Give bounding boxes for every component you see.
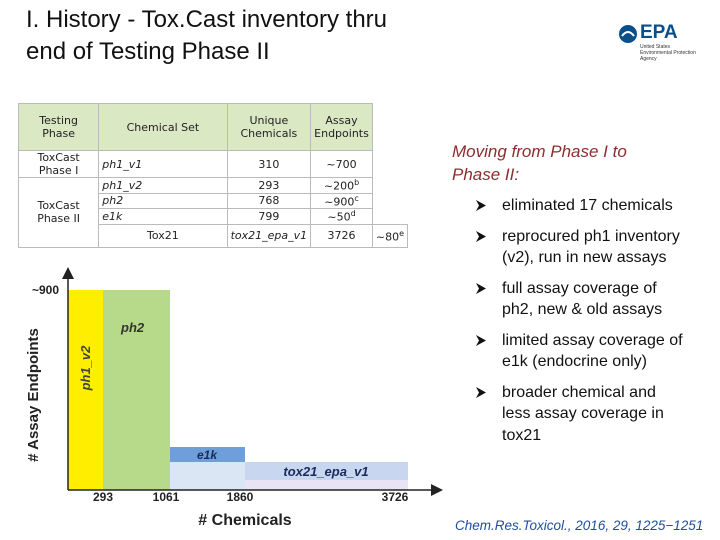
table: Testing Phase Chemical Set Unique Chemic…: [17, 103, 409, 248]
endpoints-cell: ~700: [310, 150, 373, 178]
bullet-line: less assay coverage in: [502, 405, 664, 422]
phase-cell: Tox21: [98, 223, 228, 248]
bullet-line: (v2), run in new assays: [502, 249, 667, 266]
chemicals-cell: 293: [226, 177, 312, 194]
table-wrap: Testing Phase Chemical Set Unique Chemic…: [17, 103, 409, 248]
endpoints-cell: ~50d: [310, 208, 373, 225]
bullet-line: e1k (endocrine only): [502, 353, 647, 370]
phase-cell: ToxCast Phase II: [17, 177, 100, 248]
endpoints-cell: ~900c: [310, 192, 373, 210]
x-axis-label: # Chemicals: [198, 512, 291, 529]
region-label: tox21_epa_v1: [283, 464, 368, 479]
citation: Chem.Res.Toxicol., 2016, 29, 1225−1251: [455, 518, 704, 533]
bullet-item: limited assay coverage of e1k (endocrine …: [452, 330, 720, 373]
title: I. History - Tox.Cast inventory thru end…: [26, 4, 387, 68]
chemicals-cell: 768: [226, 192, 312, 210]
chemicals-cell: 310: [226, 150, 312, 178]
x-mark: 3726: [382, 490, 409, 504]
x-mark: 1860: [227, 490, 254, 504]
table-row: ph2 768 ~900c: [19, 192, 408, 210]
logo-agency: United States Environmental Protection A…: [640, 44, 696, 62]
endpoints-cell: ~200b: [310, 177, 373, 194]
chemicals-cell: 799: [226, 208, 312, 225]
bullet-list: eliminated 17 chemicals reprocured ph1 in…: [452, 195, 720, 446]
x-mark: 293: [93, 490, 113, 504]
bullet-line: limited assay coverage of: [502, 331, 683, 349]
bullet-line: reprocured ph1 inventory: [502, 227, 680, 245]
bullet-arrow: [476, 386, 486, 398]
bullet-arrow: [476, 282, 486, 294]
set-cell: ph1_v2: [98, 177, 228, 194]
endpoints-value: ~900: [324, 195, 355, 209]
title-line: end of Testing Phase II: [26, 38, 270, 65]
bullet-line: broader chemical and: [502, 383, 656, 401]
endpoints-value: ~200: [323, 179, 355, 193]
region-label: e1k: [197, 448, 218, 462]
col-header: Testing Phase: [17, 103, 100, 151]
bullet-item: full assay coverage of ph2, new & old ass…: [452, 278, 720, 321]
bullet-arrow: [476, 334, 486, 346]
bullet-item: reprocured ph1 inventory (v2), run in new…: [452, 226, 720, 269]
diagram: # Assay Endpoints ~900 ph1_v2 ph2 e1k to…: [25, 267, 443, 529]
col-header: Chemical Set: [98, 103, 228, 151]
endpoints-cell: ~80e: [371, 223, 409, 248]
y-mark: ~900: [32, 283, 59, 297]
x-mark: 1061: [153, 490, 180, 504]
bullet-heading: Moving from Phase I to Phase II:: [452, 140, 720, 186]
table-row: ToxCast Phase II ph1_v2 293 ~200b: [17, 177, 408, 248]
bullet-item: broader chemical and less assay coverage …: [452, 382, 720, 447]
bullet-arrow: [476, 200, 486, 211]
region-label: ph2: [120, 320, 145, 335]
region-ph1-v2: [68, 290, 103, 490]
bullet-line: ph2, new & old assays: [502, 301, 663, 318]
endpoints-value: ~50: [327, 210, 351, 224]
set-cell: e1k: [98, 208, 228, 225]
header-row: Testing Phase Chemical Set Unique Chemic…: [17, 103, 408, 151]
logo-icon: [619, 25, 637, 43]
chemicals-cell: 3726: [310, 223, 373, 248]
bullet-panel: Moving from Phase I to Phase II: elimina…: [452, 140, 720, 446]
y-axis-label: # Assay Endpoints: [25, 328, 42, 462]
bullet-line: tox21: [502, 426, 542, 444]
logo-acronym: EPA: [640, 22, 678, 43]
label-box-tox21: [245, 462, 408, 480]
region-label: ph1_v2: [78, 345, 93, 392]
bullet-item: eliminated 17 chemicals: [452, 195, 720, 217]
bullet-line: eliminated 17 chemicals: [502, 197, 673, 214]
set-cell: tox21_epa_v1: [226, 223, 312, 248]
endpoints-value: ~80: [375, 230, 400, 244]
set-cell: ph2: [98, 192, 228, 210]
endpoints-note: e: [399, 228, 404, 238]
table-row: e1k 799 ~50d: [19, 208, 408, 225]
heading-line: Phase II:: [452, 165, 520, 184]
logo-line: United States: [640, 44, 671, 50]
set-cell: ph1_v1: [98, 150, 228, 178]
heading-line: Moving from Phase I to: [452, 142, 627, 161]
region-ph2: [103, 290, 170, 490]
table-row: Tox21 tox21_epa_v1 3726 ~80e: [19, 223, 409, 248]
endpoints-note: d: [350, 209, 356, 219]
col-header: Unique Chemicals: [226, 103, 312, 151]
bullet-line: full assay coverage of: [502, 279, 657, 297]
label-box-e1k: [170, 447, 245, 462]
endpoints-note: c: [354, 193, 359, 203]
endpoints-value: ~700: [326, 157, 357, 171]
title-line: I. History - Tox.Cast inventory thru: [26, 6, 388, 33]
col-header: Assay Endpoints: [310, 103, 373, 151]
logo-line: Environmental Protection: [640, 50, 696, 56]
endpoints-note: b: [354, 178, 360, 187]
phase-cell: ToxCast Phase I: [17, 150, 100, 178]
bullet-arrow: [476, 230, 486, 242]
logo-line: Agency: [640, 56, 657, 62]
